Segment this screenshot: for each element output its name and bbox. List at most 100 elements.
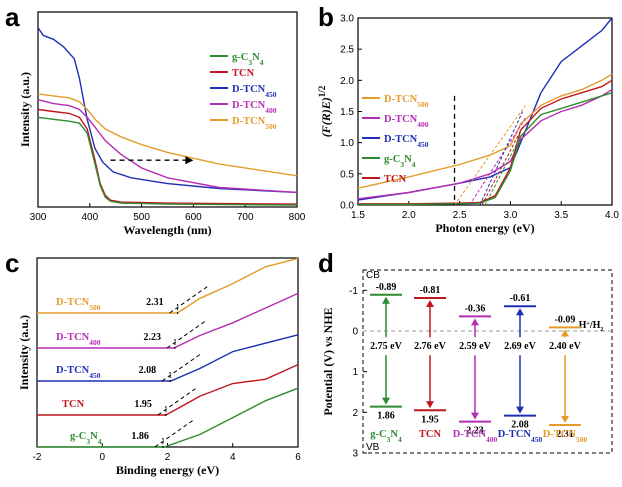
label-text: D-TCN [543, 429, 577, 440]
legend-label-b: D-TCN450 [384, 134, 429, 149]
series-line-b-D-TCN450 [357, 17, 613, 201]
tangent-line-c [161, 352, 203, 382]
arrow-down-head-D-TCN500 [561, 415, 569, 423]
label-subscript: 450 [89, 371, 101, 380]
label-subscript: 500 [576, 435, 588, 444]
label-subscript: 3 [400, 160, 404, 169]
panel-label-d: d [318, 248, 334, 278]
tangent-line-b [469, 117, 527, 206]
gap-value-D-TCN400: 2.59 eV [459, 341, 491, 352]
legend-label-a: D-TCN450 [232, 84, 277, 99]
category-label-g-C3N4: g-C3N4 [370, 429, 402, 444]
cb-value-g-C3N4: -0.89 [376, 282, 397, 293]
label-subscript-2: 4 [98, 437, 102, 446]
x-tick-label-c: -2 [33, 452, 42, 463]
arrow-down-head-g-C3N4 [382, 397, 390, 405]
y-axis-label-sup: 1/2 [317, 85, 327, 97]
chart-c: c -2 0 2 4 6 Binding energy (eV) Intensity (a.u… [5, 248, 301, 477]
ref-h: H [579, 320, 587, 331]
label-subscript: 400 [89, 338, 101, 347]
label-subscript-2: 4 [260, 58, 264, 67]
category-label-TCN: TCN [419, 429, 442, 440]
y-tick-label-b: 0.5 [340, 169, 354, 180]
label-subscript: 450 [417, 140, 429, 149]
label-text: D-TCN [384, 134, 418, 145]
series-line-c-TCN [37, 363, 299, 416]
label-text-2: N [390, 429, 398, 440]
onset-value-c: 2.31 [146, 297, 164, 308]
y-tick-label-d: 1 [352, 367, 358, 378]
vb-label-d: VB [366, 442, 380, 453]
y-axis-label-b: (F(R)E)1/2 [317, 85, 333, 137]
y-tick-label-d: 3 [352, 449, 358, 460]
category-label-D-TCN400: D-TCN400 [453, 429, 498, 444]
arrow-up-head-D-TCN400 [471, 318, 479, 326]
category-label-D-TCN500: D-TCN500 [543, 429, 588, 444]
vb-value-TCN: 1.95 [421, 414, 439, 425]
label-text: TCN [384, 174, 407, 185]
arrow-up-head-TCN [426, 300, 434, 308]
legend-label-b: TCN [384, 174, 407, 185]
reference-label-d: H+/H2 [579, 320, 604, 333]
label-subscript: 3 [387, 435, 391, 444]
gap-value-g-C3N4: 2.75 eV [370, 341, 402, 352]
vb-value-D-TCN450: 2.08 [511, 420, 529, 431]
series-label-c: D-TCN400 [56, 332, 101, 347]
tangent-line-b [484, 136, 522, 206]
series-line-c-D-TCN450 [37, 334, 299, 382]
label-text: TCN [62, 399, 85, 410]
label-text: g-C [384, 154, 400, 165]
arrow-down-head-D-TCN400 [471, 412, 479, 420]
x-tick-label-b: 3.0 [503, 210, 517, 221]
plot-frame-d [362, 269, 613, 454]
series-line-a-D-TCN400 [37, 99, 298, 194]
vb-value-g-C3N4: 1.86 [377, 411, 395, 422]
label-subscript: 400 [417, 120, 429, 129]
y-axis-label-text: (F(R)E) [319, 97, 333, 137]
label-text: TCN [419, 429, 442, 440]
series-line-c-D-TCN500 [37, 257, 299, 314]
series-label-c: D-TCN500 [56, 297, 101, 312]
x-tick-label-b: 1.5 [351, 210, 365, 221]
tangent-line-b [454, 104, 527, 206]
chart-a: a 300 400 500 600 700 800 Wavelength (nm) Intens… [5, 2, 306, 237]
series-line-a-D-TCN500 [37, 93, 298, 177]
arrow-up-head-D-TCN500 [561, 329, 569, 337]
x-tick-label-a: 500 [133, 212, 150, 223]
cb-value-D-TCN400: -0.36 [465, 303, 486, 314]
label-text: D-TCN [232, 84, 266, 95]
label-text: g-C [70, 431, 86, 442]
legend-label-a: g-C3N4 [232, 52, 264, 67]
label-subscript: 400 [486, 435, 498, 444]
y-axis-label-d: Potential (V) vs NHE [321, 307, 335, 415]
series-line-a-D-TCN450 [37, 27, 298, 194]
label-subscript: 3 [86, 437, 90, 446]
gap-value-D-TCN450: 2.69 eV [504, 341, 536, 352]
x-tick-label-b: 4.0 [605, 210, 619, 221]
legend-label-a: D-TCN400 [232, 100, 277, 115]
series-line-b-g-C3N4 [358, 92, 613, 206]
gap-value-TCN: 2.76 eV [414, 341, 446, 352]
x-tick-label-c: 4 [230, 452, 236, 463]
y-axis-label-a: Intensity (a.u.) [18, 72, 32, 147]
series-line-c-D-TCN400 [37, 292, 299, 349]
arrow-down-head-D-TCN450 [516, 406, 524, 414]
x-tick-label-b: 2.0 [402, 210, 416, 221]
x-tick-label-a: 300 [30, 212, 47, 223]
label-subscript: 450 [265, 90, 277, 99]
label-text: g-C [232, 52, 248, 63]
cb-value-TCN: -0.81 [420, 285, 441, 296]
panel-label-c: c [5, 248, 19, 278]
ref-rest: /H [589, 320, 601, 331]
legend-label-a: D-TCN500 [232, 116, 277, 131]
ref-sub: 2 [600, 327, 603, 333]
label-text: D-TCN [384, 114, 418, 125]
series-label-c: TCN [62, 399, 85, 410]
ref-sup: + [586, 321, 590, 327]
legend-label-b: D-TCN500 [384, 94, 429, 109]
x-tick-label-b: 2.5 [453, 210, 467, 221]
x-axis-label-b: Photon energy (eV) [435, 221, 534, 235]
label-text: D-TCN [384, 94, 418, 105]
